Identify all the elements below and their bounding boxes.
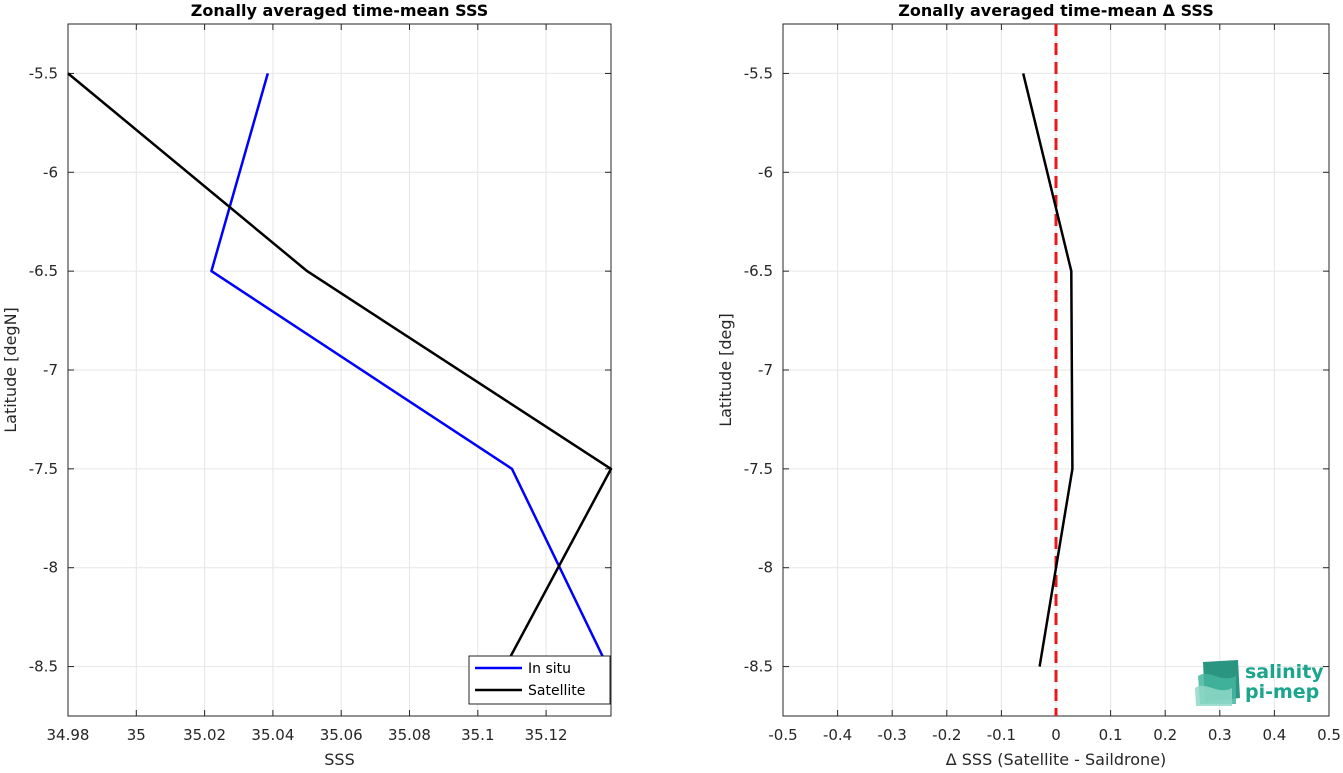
left-ticks: 34.98 35 35.02 35.04 35.06 35.08 35.1 35.12 -5.5…: [29, 24, 611, 744]
right-x-tick-label: 0.3: [1208, 726, 1232, 744]
left-y-tick-label: -8: [43, 559, 58, 577]
right-y-tick-label: -6: [758, 163, 773, 181]
right-series-line-delta-sss: [1021, 73, 1074, 667]
wave-logo-icon: [1195, 660, 1240, 706]
right-y-tick-label: -7: [758, 361, 773, 379]
right-y-tick-label: -5.5: [744, 64, 773, 82]
right-y-tick-label: -8: [758, 559, 773, 577]
left-grid: [67, 24, 611, 716]
left-x-tick-label: 35.1: [461, 726, 494, 744]
legend: In situ Satellite: [468, 655, 611, 705]
right-x-tick-label: -0.2: [932, 726, 961, 744]
left-series-line-satellite: [67, 72, 613, 668]
legend-box: [468, 655, 611, 705]
left-x-tick-label: 34.98: [47, 726, 90, 744]
left-x-tick-label: 35: [127, 726, 146, 744]
logo-text-line2: pi-mep: [1245, 681, 1319, 703]
right-y-tick-label: -6.5: [744, 262, 773, 280]
left-y-tick-label: -7: [43, 361, 58, 379]
left-y-tick-label: -6.5: [29, 262, 58, 280]
right-x-tick-label: 0.4: [1262, 726, 1286, 744]
left-x-tick-label: 35.02: [183, 726, 226, 744]
right-x-tick-label: -0.3: [878, 726, 907, 744]
right-x-tick-label: 0.2: [1153, 726, 1177, 744]
left-y-tick-label: -6: [43, 163, 58, 181]
right-y-tick-label: -7.5: [744, 460, 773, 478]
left-panel: 34.98 35 35.02 35.04 35.06 35.08 35.1 35.12 -5.5…: [1, 1, 613, 769]
right-x-tick-label: -0.1: [987, 726, 1016, 744]
left-x-tick-label: 35.12: [525, 726, 568, 744]
right-x-tick-label: 0: [1051, 726, 1061, 744]
right-panel: -0.5 -0.4 -0.3 -0.2 -0.1 0 0.1 0.2 0.3 0.4 0.5 -5.5…: [716, 1, 1341, 769]
right-y-tick-label: -8.5: [744, 658, 773, 676]
legend-label-satellite: Satellite: [528, 683, 585, 699]
left-series: [67, 72, 613, 668]
right-x-tick-label: 0.1: [1099, 726, 1123, 744]
legend-label-in-situ: In situ: [528, 661, 571, 677]
right-x-tick-label: -0.4: [823, 726, 852, 744]
right-ticks: -0.5 -0.4 -0.3 -0.2 -0.1 0 0.1 0.2 0.3 0.4 0.5 -5.5…: [744, 24, 1341, 744]
left-x-tick-label: 35.04: [251, 726, 294, 744]
left-x-tick-label: 35.08: [388, 726, 431, 744]
left-chart-title: Zonally averaged time-mean SSS: [191, 1, 489, 20]
right-x-tick-label: 0.5: [1317, 726, 1341, 744]
left-x-tick-label: 35.06: [320, 726, 363, 744]
left-y-tick-label: -7.5: [29, 460, 58, 478]
right-x-axis-label: Δ SSS (Satellite - Saildrone): [946, 750, 1167, 769]
left-series-line-in-situ: [210, 73, 609, 668]
right-chart-title: Zonally averaged time-mean Δ SSS: [898, 1, 1214, 20]
right-x-tick-label: -0.5: [768, 726, 797, 744]
right-series: [1021, 73, 1074, 667]
left-y-axis-label: Latitude [degN]: [1, 307, 20, 433]
left-y-tick-label: -8.5: [29, 658, 58, 676]
left-x-axis-label: SSS: [324, 750, 354, 769]
salinity-pi-mep-logo: salinity pi-mep: [1195, 660, 1324, 706]
logo-text-line1: salinity: [1245, 661, 1324, 683]
right-y-axis-label: Latitude [deg]: [716, 313, 735, 427]
left-y-tick-label: -5.5: [29, 64, 58, 82]
